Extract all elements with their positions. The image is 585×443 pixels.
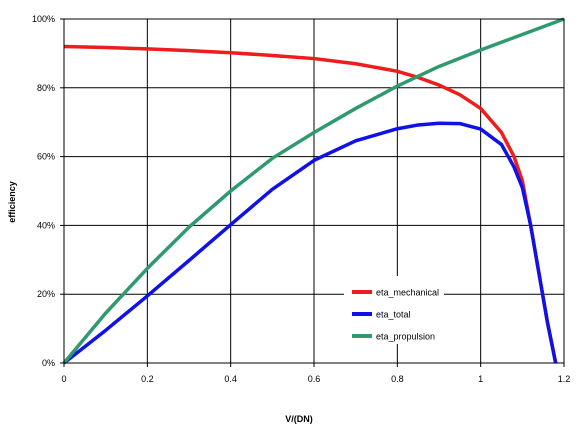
x-tick-label-6: 1.2	[558, 374, 571, 384]
y-tick-label-0: 0%	[42, 358, 55, 368]
y-tick-label-1: 20%	[37, 289, 55, 299]
legend: eta_mechanical eta_total eta_propulsion	[344, 276, 444, 344]
grid-lines	[63, 18, 565, 364]
x-tick-label-4: 0.8	[391, 374, 404, 384]
tick-labels: 0 0.2 0.4 0.6 0.8 1 1.2 0% 20% 40% 60% 80% 100%	[32, 14, 570, 384]
y-tick-label-2: 40%	[37, 220, 55, 230]
series-lines	[62, 17, 565, 365]
x-tick-label-1: 0.2	[141, 374, 154, 384]
legend-label-eta_mechanical: eta_mechanical	[376, 288, 439, 298]
series-line-eta_mechanical	[63, 44, 558, 364]
y-tick-label-5: 100%	[32, 14, 55, 24]
legend-label-eta_propulsion: eta_propulsion	[376, 332, 435, 342]
y-tick-label-3: 60%	[37, 152, 55, 162]
legend-label-eta_total: eta_total	[376, 310, 411, 320]
series-line-eta_total	[62, 121, 558, 365]
x-tick-label-3: 0.6	[308, 374, 321, 384]
x-axis-title: V/(DN)	[285, 414, 313, 424]
y-tick-label-4: 80%	[37, 83, 55, 93]
x-tick-label-5: 1	[478, 374, 483, 384]
y-axis-title: efficiency	[7, 181, 17, 223]
legend-box	[344, 276, 444, 344]
series-line-eta_propulsion	[62, 17, 565, 365]
x-tick-label-0: 0	[61, 374, 66, 384]
x-tick-label-2: 0.4	[224, 374, 237, 384]
